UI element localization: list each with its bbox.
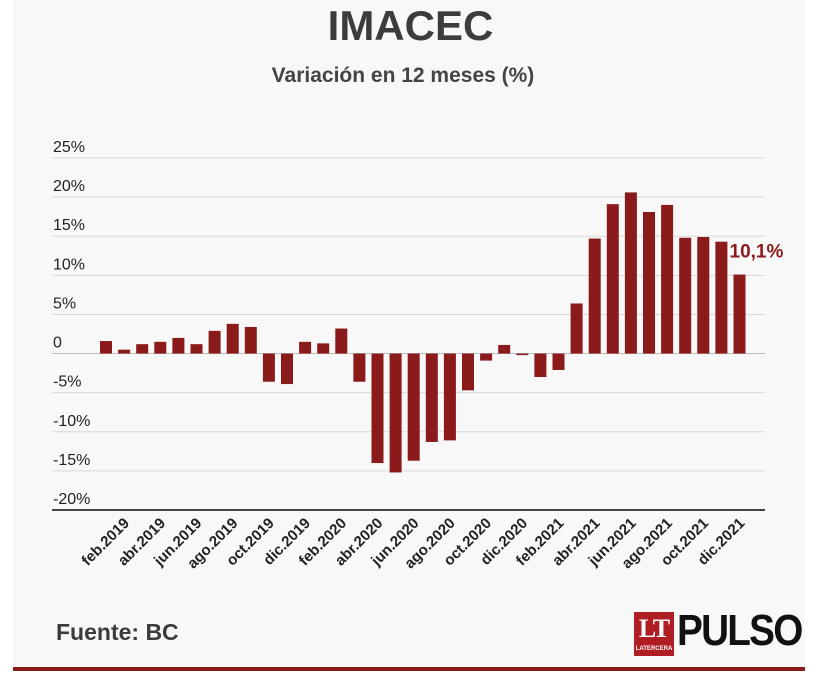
bar-jul.2020 — [425, 353, 438, 442]
x-axis-labels: feb.2019abr.2019jun.2019ago.2019oct.2019… — [78, 515, 748, 572]
y-tick-label: -10% — [53, 413, 90, 430]
y-tick-label: 20% — [53, 178, 85, 195]
data-label-last: 10,1% — [730, 242, 784, 263]
bar-mar.2020 — [353, 353, 366, 382]
y-tick-label: 5% — [53, 295, 76, 312]
bar-may.2020 — [389, 353, 402, 473]
bars — [100, 192, 746, 473]
y-tick-label: -5% — [53, 374, 81, 391]
y-tick-label: -15% — [53, 452, 90, 469]
bar-feb.2019 — [118, 349, 131, 354]
bar-chart: 25% 20% 15% 10% 5% 0 -5% -10% -15% -20% feb.2019a… — [52, 139, 784, 572]
bar-abr.2021 — [588, 238, 601, 354]
bar-feb.2021 — [552, 353, 565, 370]
y-axis-labels: 25% 20% 15% 10% 5% 0 -5% -10% -15% -20% — [53, 139, 90, 508]
y-tick-label: 15% — [53, 217, 85, 234]
bar-jul.2019 — [208, 330, 221, 354]
bar-sep.2019 — [244, 326, 257, 354]
y-tick-label: 25% — [53, 139, 85, 156]
bar-sep.2021 — [679, 237, 692, 354]
chart-subtitle: Variación en 12 meses (%) — [271, 64, 535, 87]
bar-sep.2020 — [462, 353, 474, 391]
bar-jun.2020 — [407, 353, 420, 461]
bar-dic.2020 — [516, 353, 529, 356]
bar-feb.2020 — [335, 328, 348, 354]
bar-mar.2019 — [136, 344, 149, 354]
bar-may.2019 — [172, 337, 185, 354]
y-tick-label: -20% — [53, 491, 90, 508]
y-tick-label: 10% — [53, 256, 85, 273]
bar-abr.2020 — [371, 353, 384, 464]
bar-ago.2021 — [661, 204, 674, 354]
bar-oct.2021 — [697, 237, 710, 354]
chart-title: IMACEC — [327, 2, 494, 49]
y-tick-label: 0 — [53, 335, 62, 352]
footer-divider — [13, 667, 805, 671]
bar-nov.2019 — [281, 353, 293, 385]
bar-ene.2020 — [317, 343, 330, 354]
bar-ene.2019 — [100, 341, 112, 354]
bar-mar.2021 — [570, 303, 583, 354]
logo-lt-text: LT — [638, 614, 670, 643]
bar-nov.2021 — [715, 241, 728, 354]
bar-abr.2019 — [154, 341, 167, 354]
bar-jul.2021 — [643, 211, 655, 354]
data-labels: 10,1% — [730, 242, 784, 263]
bar-ago.2020 — [443, 353, 456, 441]
bar-oct.2020 — [480, 353, 493, 361]
bar-ago.2019 — [226, 323, 239, 354]
bar-ene.2021 — [534, 353, 547, 378]
bar-nov.2020 — [498, 344, 511, 354]
bar-dic.2021 — [733, 274, 746, 354]
lt-logo-box: LT LATERCERA — [634, 612, 674, 656]
bar-dic.2019 — [299, 341, 312, 354]
bar-oct.2019 — [262, 353, 275, 382]
logo-pulso-text: PULSO — [677, 606, 803, 655]
bar-jun.2021 — [624, 192, 637, 354]
bar-jun.2019 — [190, 344, 203, 354]
bar-may.2021 — [606, 204, 619, 354]
logo-sub-text: LATERCERA — [635, 646, 673, 652]
source-note: Fuente: BC — [56, 619, 179, 645]
